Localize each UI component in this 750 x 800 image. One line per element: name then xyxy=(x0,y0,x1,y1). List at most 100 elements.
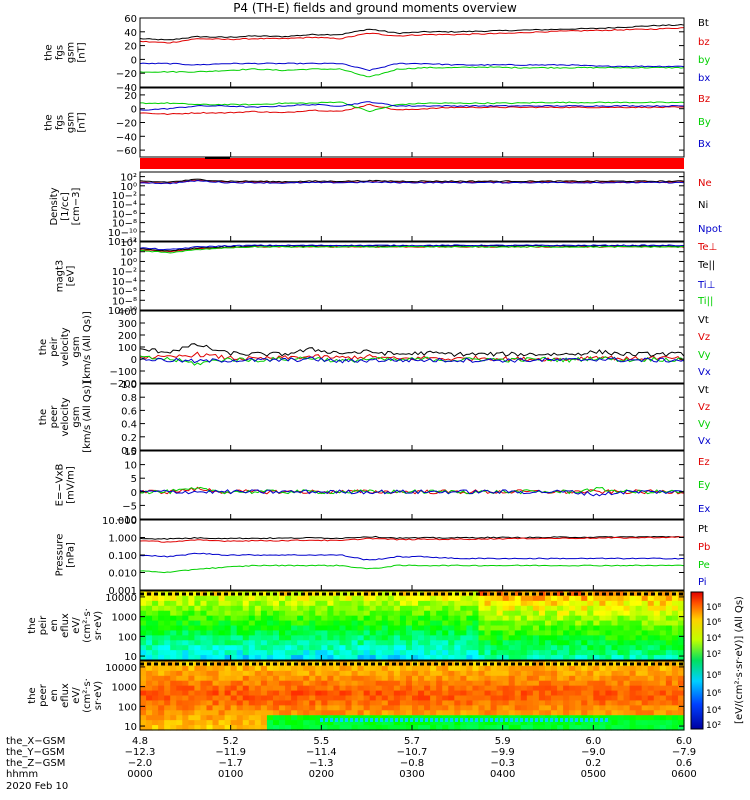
spectrogram-cell xyxy=(158,600,165,607)
spectrogram-cell xyxy=(653,720,661,726)
y-tick-label: 10−⁸ xyxy=(112,296,137,307)
spectrogram-cell xyxy=(327,645,335,651)
spectrogram-cell xyxy=(502,655,510,661)
spectrogram-cell xyxy=(430,700,437,706)
spectrogram-cell xyxy=(424,630,431,636)
spectrogram-cell xyxy=(490,670,498,677)
spectrogram-cell xyxy=(496,605,504,612)
spectrogram-cell xyxy=(363,675,371,682)
spectrogram-cell xyxy=(659,650,667,656)
spectrogram-cell xyxy=(297,675,304,682)
spectrogram-cell xyxy=(266,710,274,716)
spectrogram-cell xyxy=(478,610,486,617)
spectrogram-cell xyxy=(551,690,558,697)
spectrogram-cell xyxy=(393,620,401,627)
spectrogram-cell xyxy=(653,700,661,706)
spectrogram-cell xyxy=(665,595,673,602)
spectrogram-cell xyxy=(629,685,637,692)
spectrogram-cell xyxy=(611,600,619,607)
spectrogram-cell xyxy=(309,661,316,667)
y-axis-label: fgs xyxy=(55,115,66,130)
spectrogram-cell xyxy=(418,690,425,697)
legend-Vz: Vz xyxy=(698,332,710,343)
spectrogram-cell xyxy=(303,665,310,672)
spectrogram-cell xyxy=(369,725,377,731)
spectrogram-cell xyxy=(200,630,208,636)
y-tick-label: 10−⁶ xyxy=(112,287,137,298)
spectrogram-cell xyxy=(309,700,316,706)
spectrogram-cell xyxy=(399,650,407,656)
spectrogram-cell xyxy=(442,720,449,726)
spectrogram-cell xyxy=(212,700,220,706)
spectrogram-cell xyxy=(472,680,480,687)
spectrogram-cell xyxy=(424,640,431,646)
spectrogram-cell xyxy=(309,675,316,682)
spectrogram-cell xyxy=(369,675,377,682)
x-row-value: 5.5 xyxy=(313,736,329,747)
spectrogram-cell xyxy=(212,680,220,687)
spectrogram-cell xyxy=(345,710,353,716)
x-row-value: 6.0 xyxy=(585,736,601,747)
spectrogram-cell xyxy=(544,625,552,632)
spectrogram-cell xyxy=(224,645,232,651)
spectrogram-cell xyxy=(418,640,425,646)
spectrogram-cell xyxy=(303,600,310,607)
spectrogram-cell xyxy=(393,700,401,706)
spectrogram-cell xyxy=(659,635,667,641)
spectrogram-cell xyxy=(279,610,286,617)
spectrogram-cell xyxy=(236,685,244,692)
spectrogram-cell xyxy=(285,640,292,646)
spectrogram-cell xyxy=(405,600,413,607)
spectrogram-cell xyxy=(569,640,576,646)
spectrogram-cell xyxy=(248,615,256,622)
x-row-value: −9.0 xyxy=(581,747,605,758)
y-tick-label: 60 xyxy=(124,14,137,25)
trace-Bx xyxy=(139,101,685,111)
spectrogram-cell xyxy=(448,605,455,612)
spectrogram-cell xyxy=(665,591,673,597)
spectrogram-cell xyxy=(369,690,377,697)
spectrogram-cell xyxy=(520,605,528,612)
spectrogram-cell xyxy=(466,725,474,731)
spectrogram-cell xyxy=(466,695,474,702)
spectrogram-cell xyxy=(272,680,280,687)
spectrogram-cell xyxy=(351,640,359,646)
spectrogram-cell xyxy=(333,605,341,612)
spectrogram-cell xyxy=(514,700,522,706)
spectrogram-cell xyxy=(617,725,625,731)
spectrogram-cell xyxy=(412,680,419,687)
spectrogram-cell xyxy=(152,700,159,706)
spectrogram-cell xyxy=(629,640,637,646)
spectrogram-cell xyxy=(291,680,298,687)
spectrogram-cell xyxy=(581,620,588,627)
spectrogram-cell xyxy=(665,635,673,641)
spectrogram-cell xyxy=(182,620,189,627)
spectrogram-cell xyxy=(285,690,292,697)
spectrogram-cell xyxy=(563,620,570,627)
spectrogram-cell xyxy=(285,720,292,726)
spectrogram-cell xyxy=(176,595,183,602)
spectrogram-cell xyxy=(520,645,528,651)
spectrogram-cell xyxy=(587,665,594,672)
spectrogram-cell xyxy=(327,600,335,607)
spectrogram-cell xyxy=(454,645,461,651)
spectrogram-cell xyxy=(424,605,431,612)
spectrogram-cell xyxy=(164,695,171,702)
spectrogram-cell xyxy=(357,670,365,677)
spectrogram-cell xyxy=(677,720,685,726)
spectrogram-cell xyxy=(399,610,407,617)
spectrogram-cell xyxy=(605,670,613,677)
spectrogram-cell xyxy=(309,710,316,716)
spectrogram-cell xyxy=(544,700,552,706)
spectrogram-cell xyxy=(665,650,673,656)
spectrogram-cell xyxy=(375,635,383,641)
spectrogram-cell xyxy=(170,720,177,726)
spectrogram-cell xyxy=(357,705,365,711)
spectrogram-cell xyxy=(665,661,673,667)
spectrogram-cell xyxy=(188,655,195,661)
spectrogram-cell xyxy=(315,720,322,726)
colorbar-label: [eV/(cm²·s·sr·eV)] (All Qs) xyxy=(734,596,745,724)
y-tick-label: −40 xyxy=(116,83,137,94)
spectrogram-cell xyxy=(170,661,177,667)
spectrogram-cell xyxy=(659,695,667,702)
